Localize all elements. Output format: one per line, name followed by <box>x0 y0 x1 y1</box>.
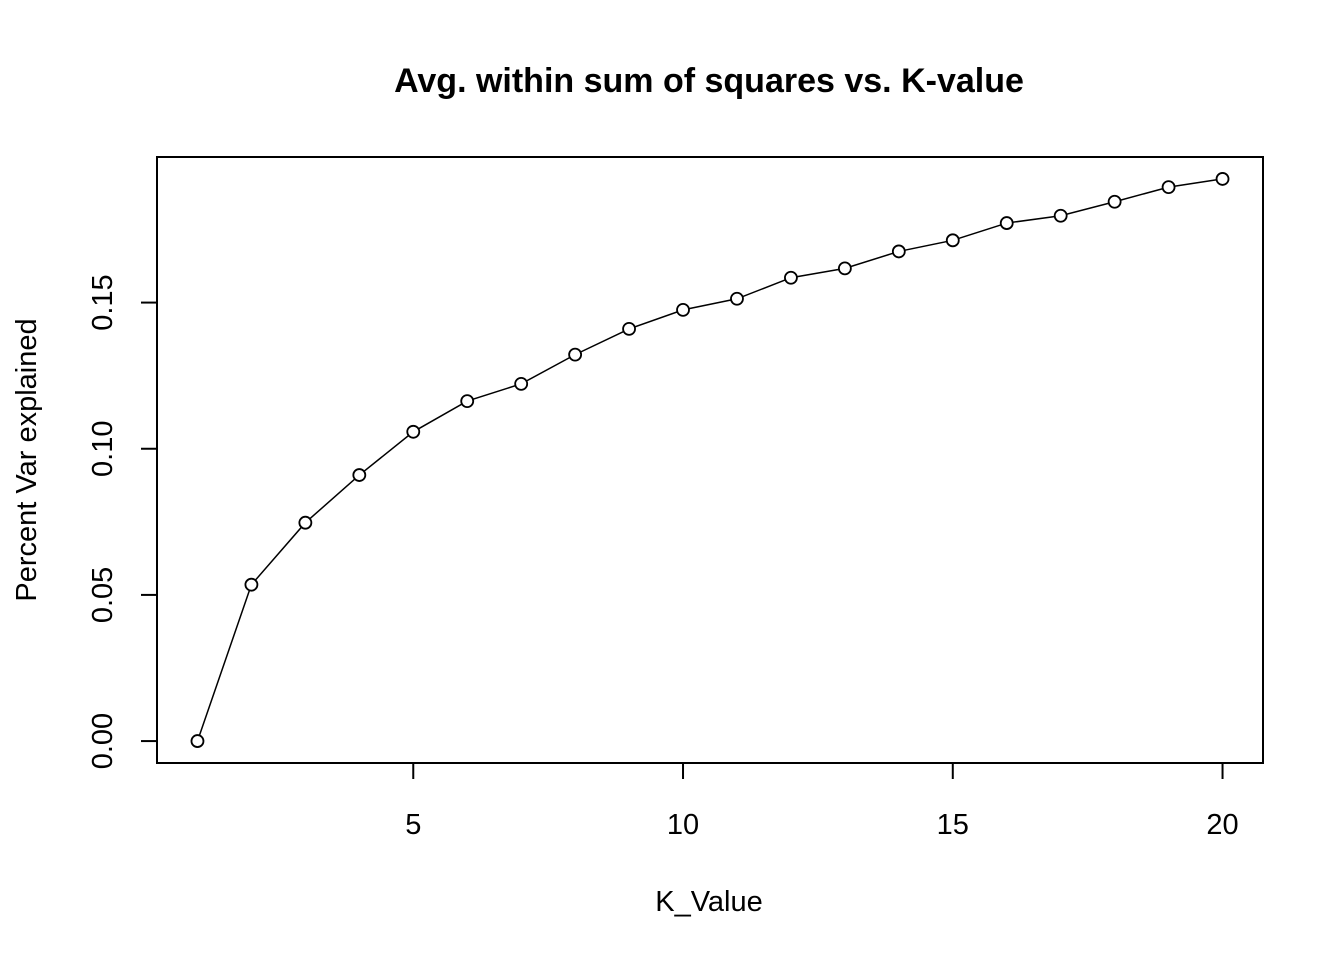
data-point <box>730 291 744 306</box>
data-point <box>1215 172 1230 186</box>
data-point <box>891 244 906 259</box>
data-point <box>999 216 1014 230</box>
y-tick-label: 0.00 <box>87 713 119 769</box>
data-point <box>1053 208 1068 223</box>
data-point <box>298 515 313 530</box>
data-point <box>837 261 852 276</box>
data-point <box>190 734 205 748</box>
series-line <box>196 178 1223 742</box>
x-tick-label: 20 <box>1206 809 1238 841</box>
data-point <box>1161 180 1176 195</box>
data-point <box>945 233 960 248</box>
y-tick-label: 0.05 <box>87 567 119 623</box>
data-point <box>244 577 259 592</box>
x-axis: 5 10 15 20 <box>405 762 1239 841</box>
x-tick-label: 10 <box>667 809 699 841</box>
data-point <box>352 468 367 482</box>
y-tick-label: 0.15 <box>87 274 119 330</box>
chart-title: Avg. within sum of squares vs. K-value <box>394 62 1024 100</box>
plot-frame <box>156 156 1264 764</box>
data-point <box>1107 194 1122 209</box>
data-point <box>676 302 690 317</box>
y-tick-label: 0.10 <box>87 421 119 477</box>
data-point <box>568 347 583 362</box>
y-axis-label: Percent Var explained <box>11 318 43 601</box>
data-point <box>622 321 636 336</box>
data-point <box>460 394 475 408</box>
x-axis-label: K_Value <box>655 886 763 918</box>
y-axis: 0.00 0.05 0.10 0.15 <box>87 274 158 769</box>
plot-series <box>190 172 1230 748</box>
data-point <box>784 270 798 285</box>
x-tick-label: 5 <box>405 809 421 841</box>
data-point <box>514 376 529 391</box>
data-point <box>406 424 421 439</box>
x-tick-label: 15 <box>937 809 969 841</box>
